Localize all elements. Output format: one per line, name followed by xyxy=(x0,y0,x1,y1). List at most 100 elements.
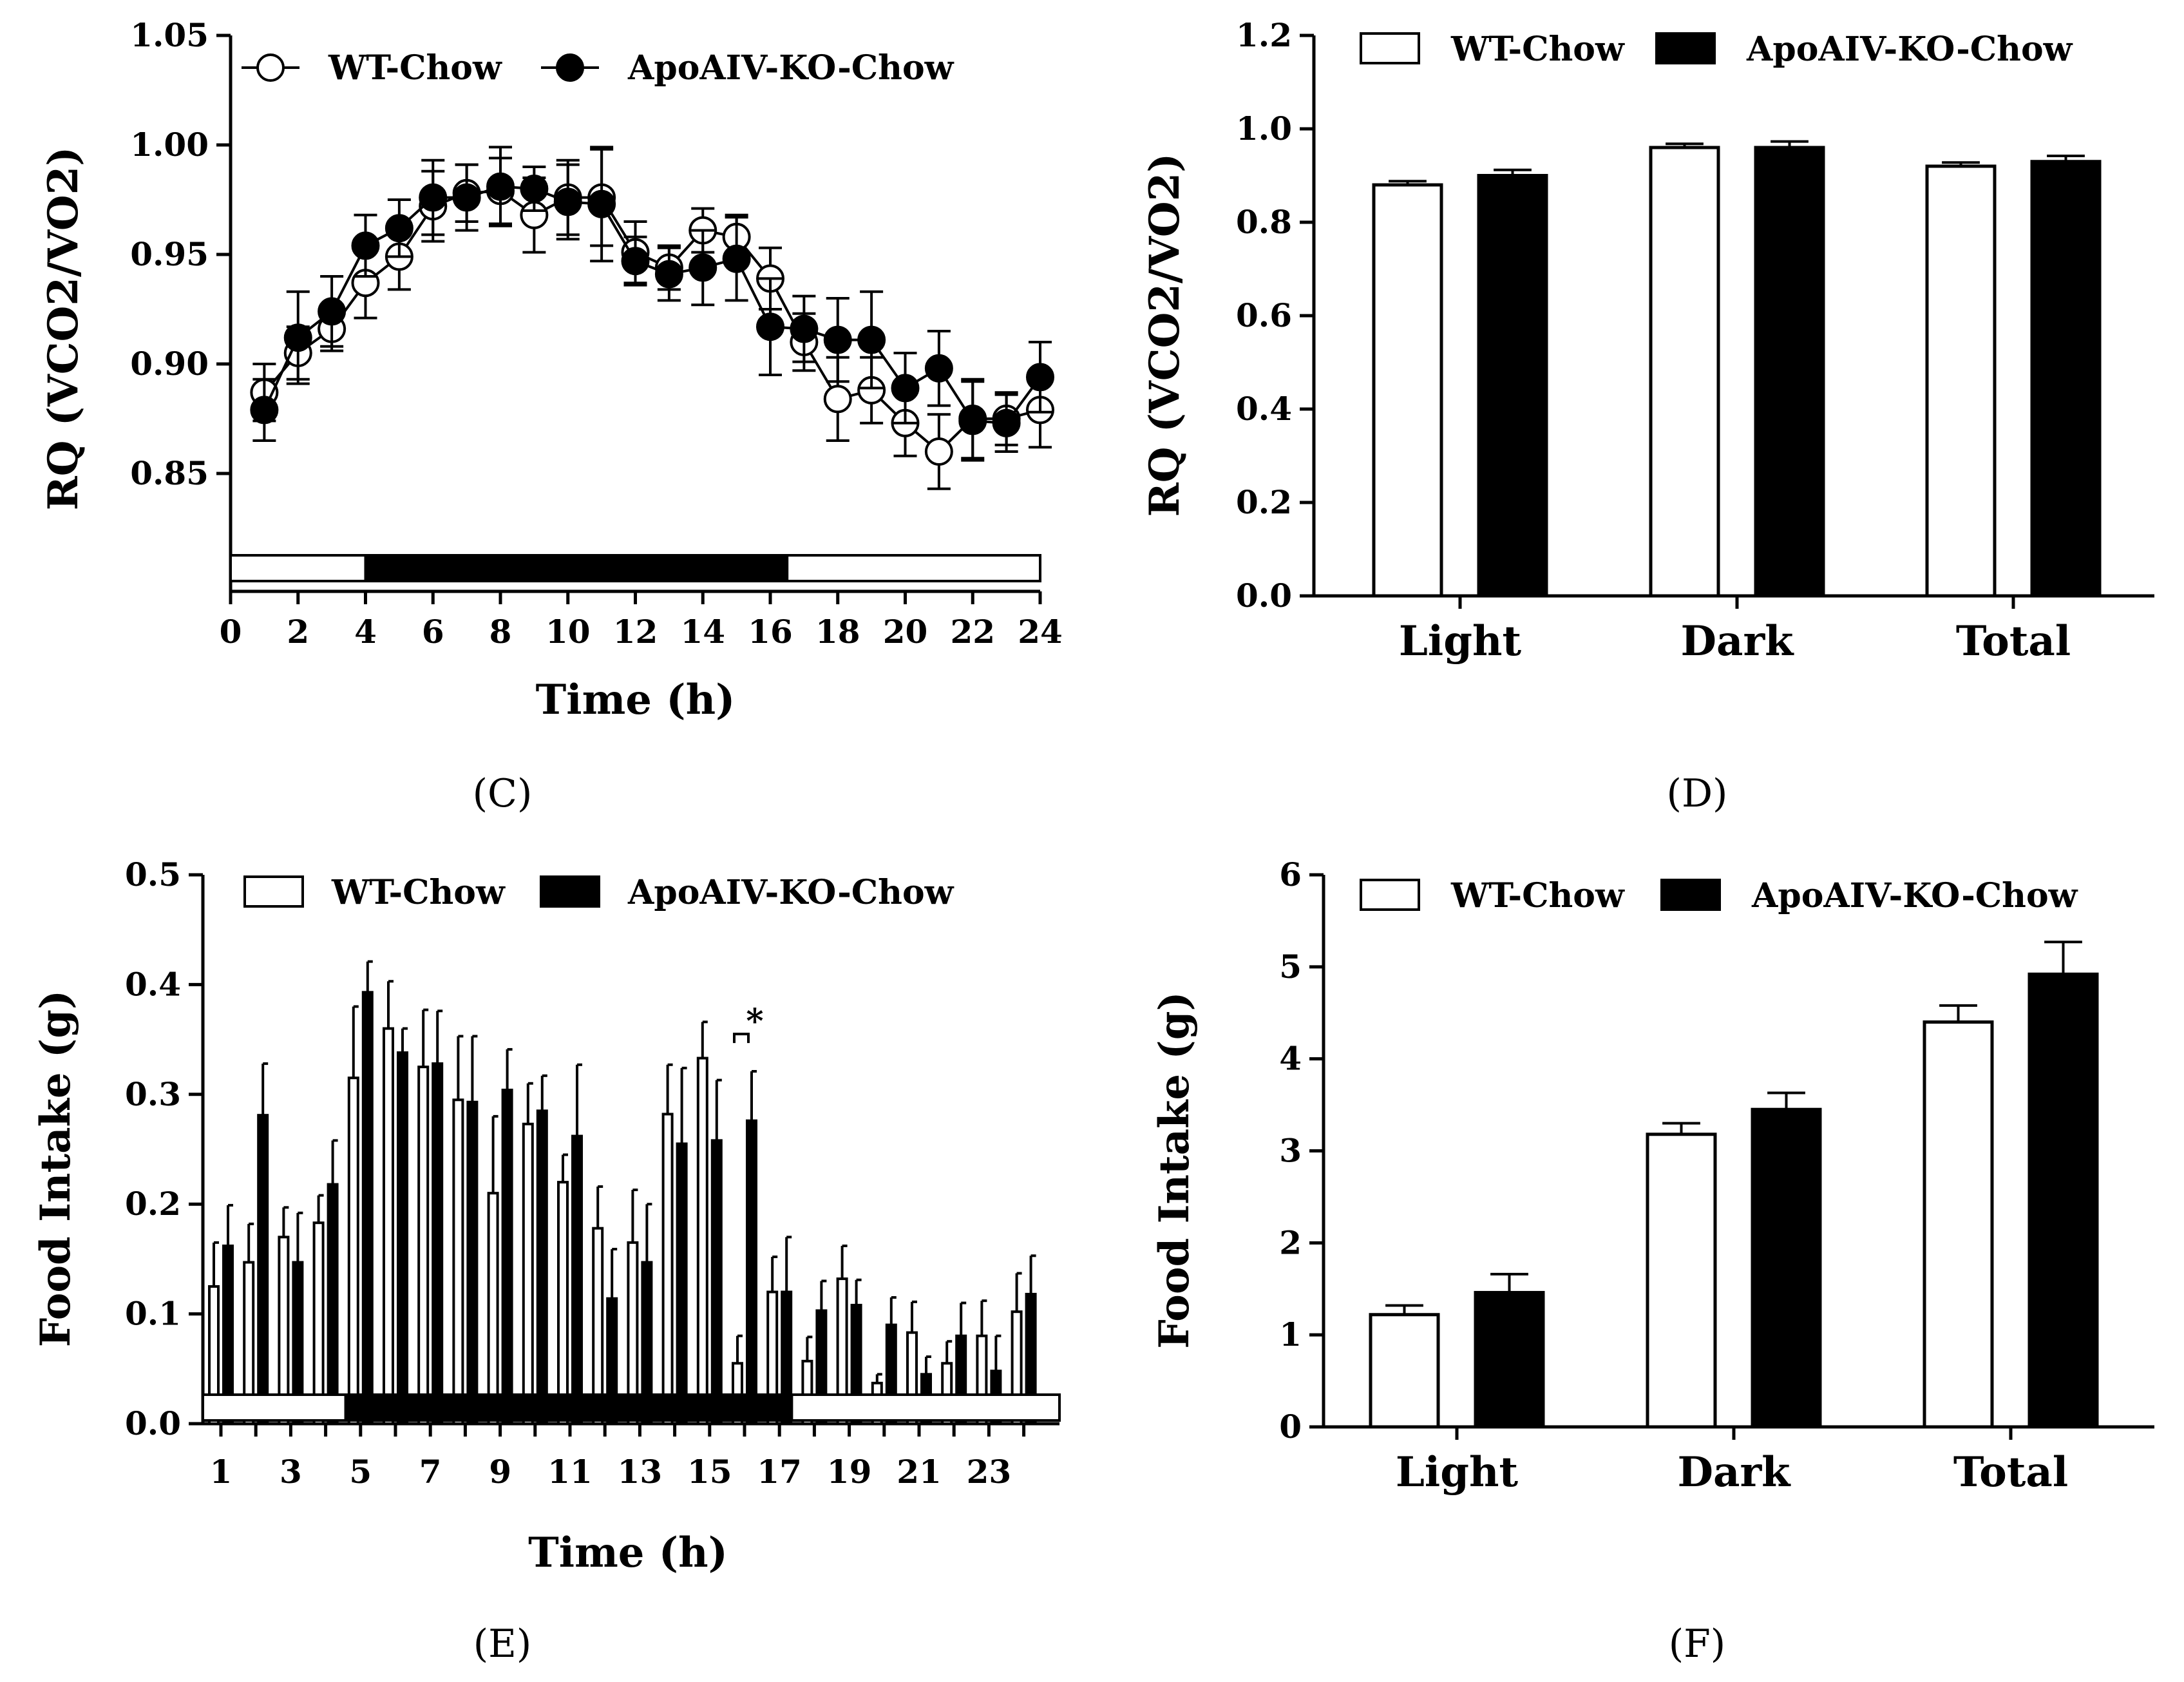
c-x-tick-label: 4 xyxy=(354,613,377,651)
c-data-point xyxy=(757,314,783,339)
e-x-tick-label: 21 xyxy=(897,1453,942,1491)
c-legend-marker xyxy=(258,55,283,81)
c-x-tick-label: 24 xyxy=(1018,613,1063,651)
c-x-tick-label: 2 xyxy=(287,613,309,651)
d-y-tick-label: 0.2 xyxy=(1236,483,1292,521)
f-bar xyxy=(1371,1315,1438,1427)
e-x-tick-label: 19 xyxy=(827,1453,872,1491)
f-legend-label: ApoAIV-KO-Chow xyxy=(1751,876,2078,915)
figure: 0.85 0.90 0.95 1.00 1.05 0 2 4 6 8 10 12 14 16 18 20 22 2… xyxy=(0,0,2184,1679)
c-legend-label: WT-Chow xyxy=(328,48,502,88)
d-bar xyxy=(1927,166,1995,596)
d-bar xyxy=(1651,148,1718,596)
c-data-point xyxy=(386,215,412,241)
e-light-bar xyxy=(792,1395,1059,1420)
e-bar xyxy=(663,1114,672,1424)
c-data-point xyxy=(319,298,345,324)
f-bar xyxy=(2029,974,2097,1427)
e-bar xyxy=(328,1185,337,1424)
c-x-tick-label: 6 xyxy=(422,613,444,651)
e-y-tick-label: 0.2 xyxy=(125,1185,181,1223)
e-x-tick-label: 7 xyxy=(419,1453,442,1491)
c-legend-label: ApoAIV-KO-Chow xyxy=(627,48,954,88)
f-bar xyxy=(1752,1109,1820,1427)
f-x-tick-label: Dark xyxy=(1677,1448,1791,1496)
e-bar xyxy=(712,1140,721,1424)
d-bar xyxy=(2032,162,2100,596)
e-bar xyxy=(384,1029,393,1424)
e-bar xyxy=(433,1064,442,1424)
e-bar xyxy=(538,1111,547,1424)
c-y-tick-label: 0.85 xyxy=(130,454,209,492)
c-data-point xyxy=(791,316,817,342)
c-y-axis-label: RQ (VCO2/VO2) xyxy=(39,147,88,511)
d-y-tick-label: 1.2 xyxy=(1236,16,1292,54)
c-data-point xyxy=(994,410,1020,436)
c-light-bar xyxy=(787,555,1040,581)
c-light-bar xyxy=(231,555,366,581)
d-y-tick-label: 0.6 xyxy=(1236,296,1292,334)
f-legend-label: WT-Chow xyxy=(1450,876,1625,915)
f-y-tick-label: 3 xyxy=(1279,1132,1302,1170)
e-bar xyxy=(747,1121,756,1424)
c-x-tick-label: 22 xyxy=(950,613,995,651)
c-y-tick-label: 1.05 xyxy=(130,16,209,54)
f-y-tick-label: 1 xyxy=(1279,1315,1302,1353)
e-light-bar xyxy=(203,1395,346,1420)
e-y-tick-label: 0.4 xyxy=(125,965,181,1003)
d-bar xyxy=(1374,185,1441,596)
c-x-tick-label: 0 xyxy=(220,613,242,651)
c-dark-bar xyxy=(366,555,788,581)
e-bar xyxy=(678,1143,687,1424)
panel-label: (D) xyxy=(1667,771,1728,816)
c-data-point xyxy=(690,254,716,280)
e-bar xyxy=(453,1100,462,1424)
e-significance-star: * xyxy=(746,1002,763,1041)
e-bar xyxy=(573,1136,582,1424)
c-data-point xyxy=(926,356,952,381)
f-y-tick-label: 2 xyxy=(1279,1223,1302,1261)
e-y-tick-label: 0.0 xyxy=(125,1404,181,1442)
e-x-tick-label: 13 xyxy=(618,1453,663,1491)
e-legend-swatch xyxy=(541,877,599,906)
d-y-tick-label: 0.4 xyxy=(1236,390,1292,428)
c-data-point xyxy=(825,327,851,353)
e-legend-label: ApoAIV-KO-Chow xyxy=(627,873,954,912)
e-x-tick-label: 5 xyxy=(349,1453,372,1491)
e-y-axis-label: Food Intake (g) xyxy=(32,990,80,1348)
figure-svg: 0.850.900.951.001.050 2 4 6 8 10 12 14 16 18 20 22 2… xyxy=(0,0,2184,1679)
f-y-tick-label: 4 xyxy=(1279,1040,1302,1078)
e-bar xyxy=(503,1090,512,1424)
c-x-tick-label: 14 xyxy=(680,613,725,651)
e-bar xyxy=(698,1058,707,1424)
d-y-tick-label: 0.8 xyxy=(1236,203,1292,241)
c-data-point xyxy=(454,185,480,211)
c-x-tick-label: 18 xyxy=(815,613,860,651)
e-bar xyxy=(419,1067,428,1424)
c-x-tick-label: 10 xyxy=(546,613,591,651)
f-y-axis-label: Food Intake (g) xyxy=(1150,991,1199,1349)
c-data-point xyxy=(724,246,750,272)
f-x-tick-label: Light xyxy=(1396,1448,1519,1496)
c-x-tick-label: 20 xyxy=(883,613,928,651)
panel-label: (E) xyxy=(473,1621,532,1667)
e-bar xyxy=(363,992,372,1424)
c-data-point xyxy=(353,233,379,258)
e-x-tick-label: 3 xyxy=(280,1453,302,1491)
d-bar xyxy=(1479,176,1546,597)
c-y-tick-label: 1.00 xyxy=(130,126,209,164)
f-bar xyxy=(1647,1134,1715,1427)
c-data-point xyxy=(825,386,851,412)
e-bar xyxy=(349,1078,358,1424)
c-data-point xyxy=(555,189,581,215)
e-x-tick-label: 15 xyxy=(687,1453,732,1491)
f-x-tick-label: Total xyxy=(1953,1448,2068,1496)
d-x-tick-label: Total xyxy=(1956,617,2071,665)
f-legend-swatch xyxy=(1662,880,1720,910)
c-y-tick-label: 0.95 xyxy=(130,235,209,273)
c-data-point xyxy=(251,397,277,423)
e-legend-label: WT-Chow xyxy=(331,873,506,912)
c-data-point xyxy=(420,185,446,211)
d-legend-label: WT-Chow xyxy=(1450,30,1625,69)
c-legend-marker xyxy=(557,55,583,81)
